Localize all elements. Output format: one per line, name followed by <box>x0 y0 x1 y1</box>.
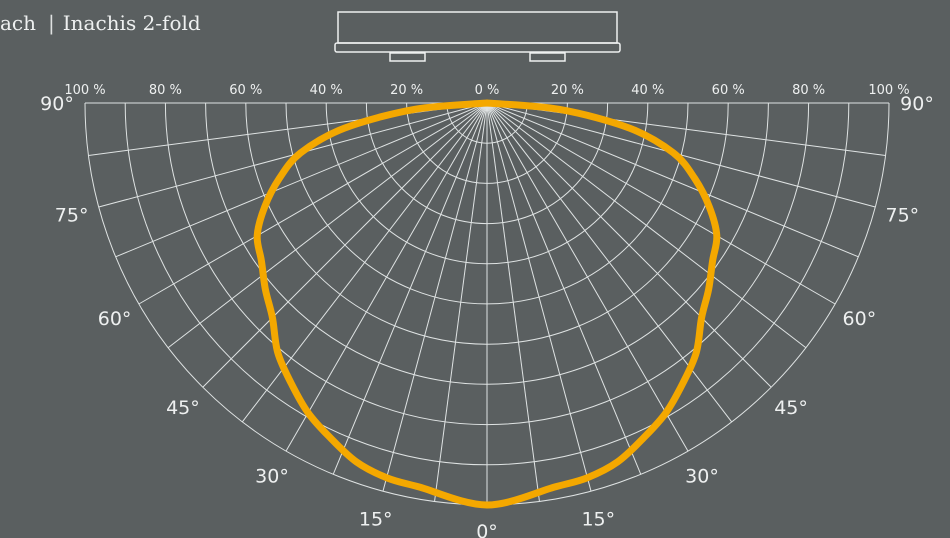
grid-spoke <box>202 102 488 388</box>
axis-labels: 100 % 80 % 60 % 40 % 20 % 0 % 20 % 40 % 60 % 80 %… <box>40 83 934 538</box>
radial-tick-label: 20 % <box>551 83 584 98</box>
grid-spoke <box>167 102 488 349</box>
grid-spoke <box>434 102 488 502</box>
luminaire-icon <box>334 11 621 62</box>
grid-spoke <box>486 102 807 349</box>
angle-label-bottom: 0° <box>476 521 498 538</box>
radial-tick-label: 20 % <box>390 83 423 98</box>
chart-title: ach | Inachis 2-fold <box>0 11 201 35</box>
grid-spoke <box>285 102 488 452</box>
grid-spoke <box>486 102 592 492</box>
grid-spoke <box>138 102 488 305</box>
angle-label-right: 75° <box>886 204 920 226</box>
radial-tick-label: 100 % <box>868 83 909 98</box>
grid-spoke <box>115 102 488 258</box>
product-name: Inachis 2-fold <box>62 11 201 35</box>
grid-spoke <box>486 102 540 502</box>
angle-label-right: 60° <box>843 308 877 330</box>
grid-spoke <box>98 102 488 208</box>
title-separator: | <box>48 11 55 35</box>
radial-tick-label: 100 % <box>64 83 105 98</box>
grid-spoke <box>486 102 689 452</box>
angle-label-left: 30° <box>255 465 289 487</box>
radial-tick-label: 40 % <box>631 83 664 98</box>
polar-grid <box>84 102 890 506</box>
grid-spoke <box>486 102 772 388</box>
radial-tick-label: 80 % <box>149 83 182 98</box>
angle-label-right: 15° <box>581 508 615 530</box>
brand-fragment: ach <box>0 11 37 35</box>
angle-label-left: 60° <box>98 308 132 330</box>
grid-spoke <box>382 102 488 492</box>
angle-label-left: 15° <box>359 508 393 530</box>
angle-label-left: 75° <box>55 204 89 226</box>
grid-spoke <box>486 102 642 475</box>
radial-tick-label: 60 % <box>229 83 262 98</box>
grid-spoke <box>486 102 859 258</box>
grid-spoke <box>486 102 876 208</box>
radial-tick-label: 0 % <box>475 83 500 98</box>
angle-label-right: 30° <box>685 465 719 487</box>
grid-spoke <box>332 102 488 475</box>
radial-tick-label: 80 % <box>792 83 825 98</box>
angle-label-left: 90° <box>40 93 74 115</box>
angle-label-left: 45° <box>166 397 200 419</box>
angle-label-right: 45° <box>774 397 808 419</box>
angle-label-right: 90° <box>900 93 934 115</box>
radial-tick-label: 60 % <box>712 83 745 98</box>
radial-tick-label: 40 % <box>310 83 343 98</box>
intensity-curve <box>253 99 721 509</box>
grid-spoke <box>486 102 836 305</box>
